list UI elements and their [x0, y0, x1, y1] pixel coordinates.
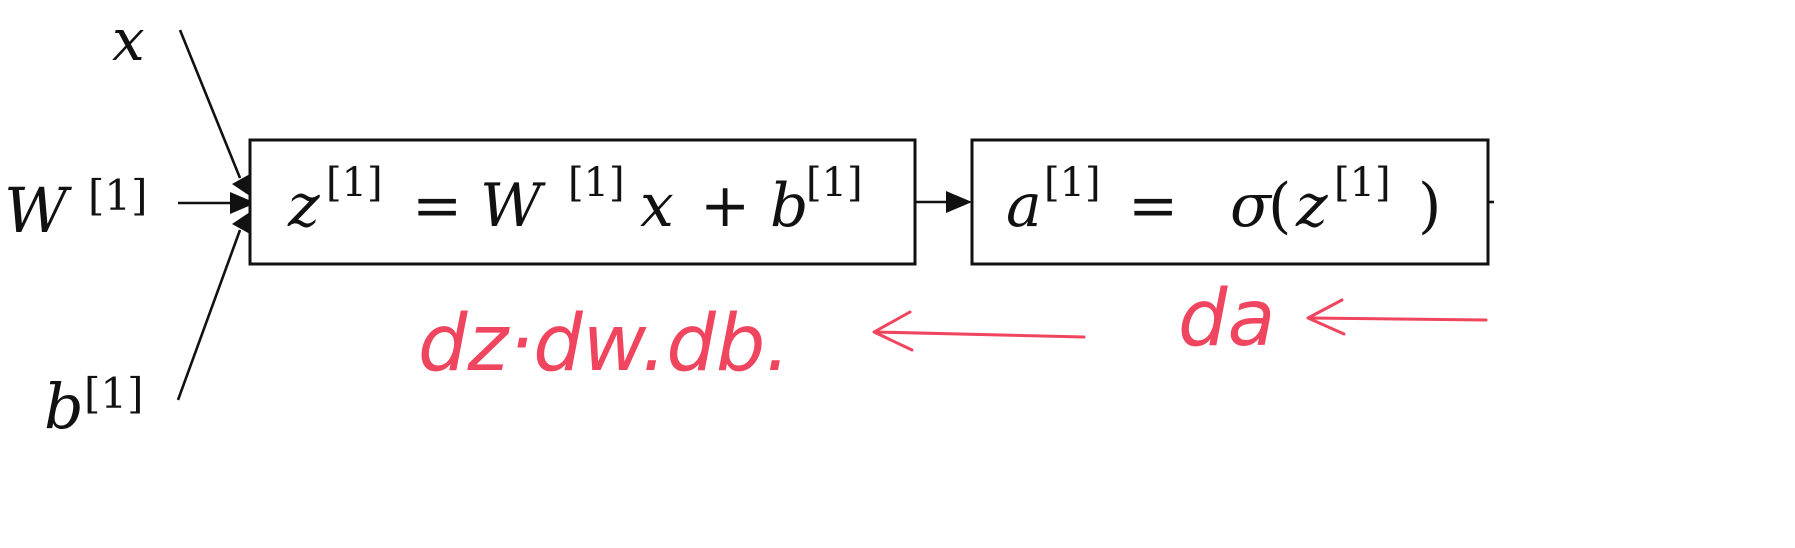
input-w-label: W — [4, 174, 72, 247]
backprop-arrow-left — [872, 310, 1086, 352]
input-b-label: b — [44, 370, 84, 443]
b-input-arrow — [176, 229, 242, 401]
input-b-superscript: [1] — [84, 369, 144, 418]
eq2-z-superscript: [1] — [1334, 160, 1391, 206]
gradients-left-annotation: dz·dw.db. — [418, 299, 790, 389]
backprop-arrow-left-head — [872, 310, 914, 352]
input-w-superscript: [1] — [88, 171, 148, 220]
backprop-arrow-right-head — [1306, 298, 1346, 336]
eq2-equals: = — [1128, 171, 1178, 241]
linear-step-box — [248, 138, 917, 266]
forward-arrowhead — [946, 191, 972, 213]
eq2-a-superscript: [1] — [1044, 160, 1101, 206]
eq2-sigma: σ — [1230, 171, 1273, 241]
eq2-z: z — [1295, 171, 1328, 241]
input-x-label: x — [112, 6, 145, 74]
eq1-z: z — [287, 171, 320, 241]
eq1-plus: + — [700, 171, 750, 241]
eq1-W-superscript: [1] — [568, 160, 625, 206]
eq2-a: a — [1006, 171, 1042, 241]
w-input-arrowhead — [230, 192, 256, 214]
backprop-arrow-right-shaft — [1308, 316, 1488, 322]
eq1-z-superscript: [1] — [326, 160, 383, 206]
eq1-b: b — [770, 171, 808, 241]
linear-step-equation: z [1] = W [1] x + b [1] — [287, 160, 863, 241]
backprop-arrow-left-shaft — [874, 330, 1086, 339]
eq2-open-paren: ( — [1268, 171, 1291, 241]
eq1-W: W — [480, 171, 546, 241]
activation-step-box — [970, 138, 1490, 266]
x-input-arrow — [178, 29, 242, 179]
gradient-right-annotation: da — [1178, 274, 1275, 364]
activation-step-equation: a [1] = σ ( z [1] ) — [1006, 160, 1441, 241]
eq1-b-superscript: [1] — [806, 160, 863, 206]
eq2-close-paren: ) — [1418, 171, 1441, 241]
eq1-equals: = — [412, 171, 462, 241]
backprop-arrow-right — [1306, 298, 1488, 336]
eq1-x: x — [640, 171, 674, 241]
